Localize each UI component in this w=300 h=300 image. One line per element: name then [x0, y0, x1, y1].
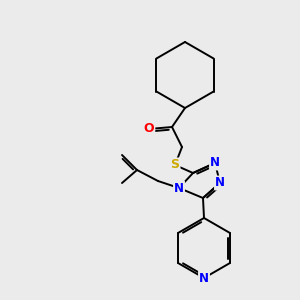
Text: S: S [170, 158, 179, 172]
Text: N: N [215, 176, 225, 190]
Text: N: N [174, 182, 184, 194]
Text: O: O [144, 122, 154, 136]
Text: N: N [199, 272, 209, 284]
Text: N: N [210, 157, 220, 169]
